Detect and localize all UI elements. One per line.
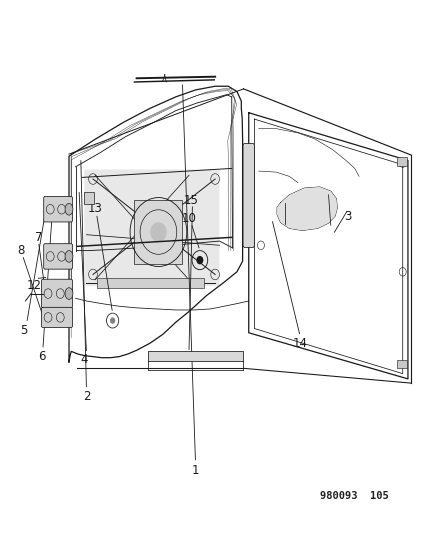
Bar: [84, 192, 94, 204]
Text: 3: 3: [344, 209, 351, 223]
Text: 13: 13: [88, 201, 102, 215]
Text: 4: 4: [80, 353, 88, 366]
Text: 15: 15: [183, 193, 198, 207]
Text: 10: 10: [181, 212, 196, 225]
Ellipse shape: [65, 204, 73, 215]
FancyBboxPatch shape: [84, 169, 219, 286]
Bar: [147, 351, 243, 361]
FancyBboxPatch shape: [42, 279, 72, 308]
Text: 980093  105: 980093 105: [320, 490, 388, 500]
Circle shape: [150, 222, 166, 241]
Text: 6: 6: [38, 350, 46, 363]
Text: 8: 8: [17, 244, 25, 257]
Bar: [97, 278, 204, 288]
Text: 14: 14: [292, 337, 307, 350]
Text: 12: 12: [27, 279, 42, 292]
Circle shape: [196, 256, 203, 264]
FancyBboxPatch shape: [44, 244, 72, 269]
FancyBboxPatch shape: [42, 308, 72, 327]
Text: 5: 5: [20, 324, 28, 337]
FancyBboxPatch shape: [44, 197, 72, 222]
FancyBboxPatch shape: [243, 143, 254, 247]
Ellipse shape: [65, 251, 73, 262]
Bar: [396, 157, 406, 166]
Polygon shape: [276, 187, 336, 230]
Text: 1: 1: [191, 464, 199, 477]
Bar: [134, 200, 182, 264]
Text: 7: 7: [35, 231, 42, 244]
Ellipse shape: [65, 288, 73, 300]
Circle shape: [110, 317, 115, 324]
Bar: [396, 360, 406, 368]
Text: 2: 2: [82, 390, 90, 403]
